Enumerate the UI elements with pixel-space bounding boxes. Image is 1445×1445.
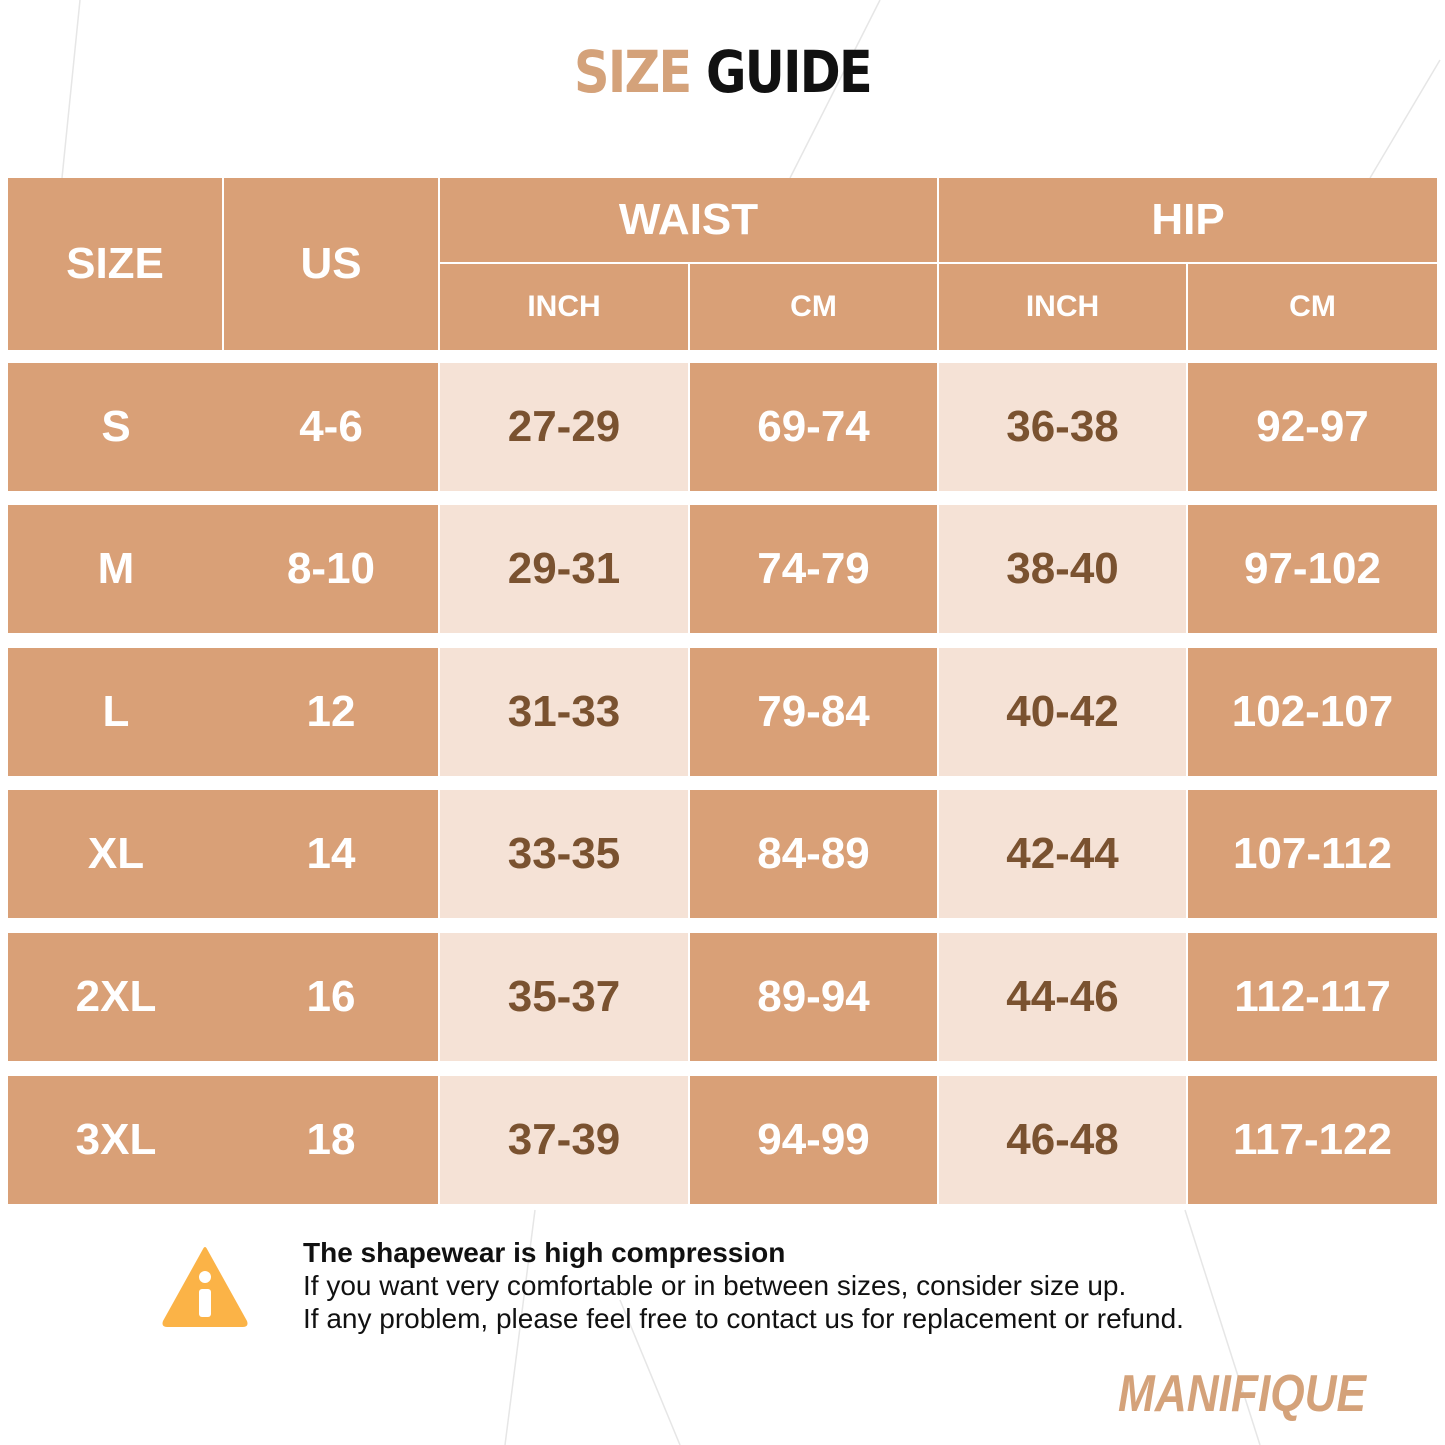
table-cell: 69-74 bbox=[690, 363, 937, 491]
subheader-cell: INCH bbox=[440, 264, 688, 350]
table-cell: 38-40 bbox=[939, 505, 1186, 633]
warning-icon bbox=[162, 1247, 248, 1327]
table-cell: 36-38 bbox=[939, 363, 1186, 491]
subheader-cell: CM bbox=[690, 264, 937, 350]
table-cell: 79-84 bbox=[690, 648, 937, 776]
table-cell: 31-33 bbox=[440, 648, 688, 776]
table-cell: 14 bbox=[224, 790, 438, 918]
note: The shapewear is high compression If you… bbox=[303, 1236, 1184, 1335]
title-second: GUIDE bbox=[705, 38, 873, 106]
table-cell: 74-79 bbox=[690, 505, 937, 633]
table-cell: M bbox=[8, 505, 224, 633]
subheader-cell: CM bbox=[1188, 264, 1437, 350]
title: SIZE GUIDE bbox=[108, 38, 1336, 106]
table-cell: 42-44 bbox=[939, 790, 1186, 918]
table-cell: 37-39 bbox=[440, 1076, 688, 1204]
table-cell: 2XL bbox=[8, 933, 224, 1061]
header-cell: WAIST bbox=[440, 178, 937, 262]
table-cell: S bbox=[8, 363, 224, 491]
table-cell: XL bbox=[8, 790, 224, 918]
note-line: If any problem, please feel free to cont… bbox=[303, 1303, 1184, 1334]
table-cell: 102-107 bbox=[1188, 648, 1437, 776]
table-cell: 4-6 bbox=[224, 363, 438, 491]
table-cell: 18 bbox=[224, 1076, 438, 1204]
brand: MANIFIQUE bbox=[1118, 1365, 1367, 1423]
table-cell: 97-102 bbox=[1188, 505, 1437, 633]
table-cell: 44-46 bbox=[939, 933, 1186, 1061]
table-cell: 89-94 bbox=[690, 933, 937, 1061]
subheader-cell: INCH bbox=[939, 264, 1186, 350]
note-heading: The shapewear is high compression bbox=[303, 1237, 786, 1268]
table-cell: 3XL bbox=[8, 1076, 224, 1204]
table-cell: 40-42 bbox=[939, 648, 1186, 776]
header-cell: US bbox=[224, 178, 438, 350]
table-cell: 107-112 bbox=[1188, 790, 1437, 918]
table-cell: 12 bbox=[224, 648, 438, 776]
title-first: SIZE bbox=[574, 38, 692, 106]
table-cell: 8-10 bbox=[224, 505, 438, 633]
table-cell: 33-35 bbox=[440, 790, 688, 918]
note-line: If you want very comfortable or in betwe… bbox=[303, 1270, 1127, 1301]
table-cell: 35-37 bbox=[440, 933, 688, 1061]
header-cell: SIZE bbox=[8, 178, 222, 350]
table-cell: 94-99 bbox=[690, 1076, 937, 1204]
table-cell: 16 bbox=[224, 933, 438, 1061]
table-cell: 27-29 bbox=[440, 363, 688, 491]
table-cell: 84-89 bbox=[690, 790, 937, 918]
table-cell: 29-31 bbox=[440, 505, 688, 633]
table-cell: 92-97 bbox=[1188, 363, 1437, 491]
header-cell: HIP bbox=[939, 178, 1437, 262]
table-cell: 117-122 bbox=[1188, 1076, 1437, 1204]
table-cell: L bbox=[8, 648, 224, 776]
table-cell: 46-48 bbox=[939, 1076, 1186, 1204]
table-cell: 112-117 bbox=[1188, 933, 1437, 1061]
